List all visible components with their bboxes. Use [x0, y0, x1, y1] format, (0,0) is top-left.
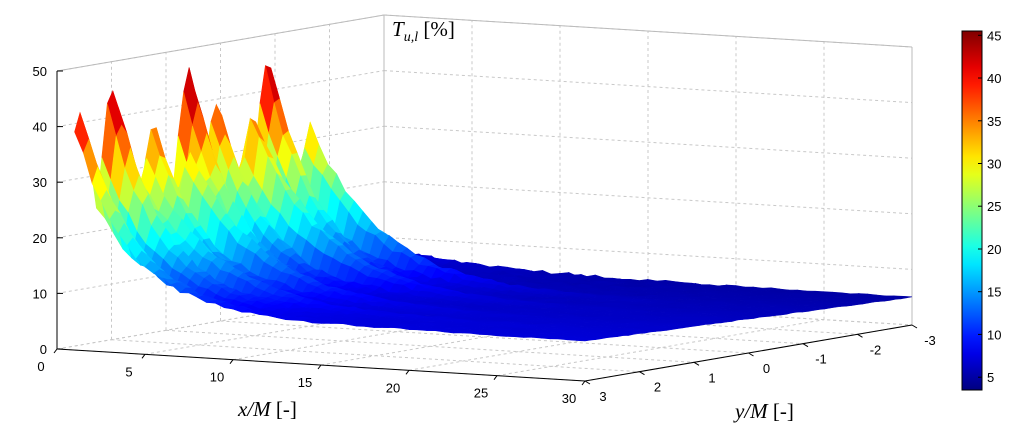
y-tick-mark [639, 371, 645, 376]
y-tick-mark [748, 352, 754, 357]
y-tick-mark [584, 380, 591, 385]
panel-edge [383, 14, 913, 48]
y-tick-label: -3 [924, 333, 936, 348]
x-tick-mark [405, 369, 410, 375]
colorbar-tick-label: 40 [987, 71, 1001, 86]
z-axis-label-main: T [392, 17, 405, 41]
colorbar-tick-label: 35 [987, 114, 1001, 129]
y-tick-mark [857, 333, 863, 338]
x-tick-label: 15 [298, 375, 312, 390]
surface [74, 65, 913, 342]
x-tick-mark [141, 353, 146, 359]
y-tick-label: 3 [599, 389, 606, 404]
x-tick-label: 5 [125, 364, 132, 379]
colorbar-tick-label: 10 [987, 327, 1001, 342]
y-tick-mark [693, 361, 700, 366]
y-tick-label: 1 [708, 370, 715, 385]
z-axis-label-unit: [%] [418, 17, 455, 41]
y-tick-label: -2 [870, 342, 882, 357]
x-axis-label: x/M [-] [237, 397, 297, 421]
z-axis-label: Tu,l [%] [392, 17, 455, 45]
z-axis-label-sub: u,l [404, 30, 419, 45]
y-tick-label: 2 [654, 380, 661, 395]
y-axis-label-main: y/M [733, 399, 769, 423]
surface-patch [576, 339, 591, 342]
x-tick-mark [229, 359, 234, 365]
z-tick-label: 0 [40, 342, 47, 357]
colorbar-tick-label: 25 [987, 199, 1001, 214]
y-tick-label: -1 [815, 352, 827, 367]
grid-line [383, 181, 913, 215]
x-axis-label-main: x/M [237, 397, 272, 421]
x-axis-label-unit: [-] [271, 397, 297, 421]
colorbar-gradient [961, 30, 983, 391]
panel-edge [56, 14, 385, 72]
grid-line [383, 70, 913, 104]
z-tick-label: 20 [33, 231, 47, 246]
x-tick-mark [53, 348, 58, 354]
colorbar-tick-label: 5 [987, 370, 994, 385]
x-tick-mark [317, 364, 322, 370]
colorbar-tick-label: 45 [987, 28, 1001, 43]
grid-line [383, 125, 913, 159]
grid-line [111, 339, 640, 373]
grid-line [165, 329, 695, 363]
colorbar: 5 10 15 20 25 30 35 40 45 [961, 28, 1001, 391]
colorbar-tick-label: 20 [987, 242, 1001, 257]
z-tick-label: 30 [33, 175, 47, 190]
y-axis-label-unit: [-] [768, 399, 794, 423]
grid-line [383, 236, 913, 270]
x-tick-mark [493, 375, 498, 381]
y-axis-label: y/M [-] [733, 399, 794, 423]
colorbar-tick-label: 30 [987, 157, 1001, 172]
x-tick-label: 20 [386, 380, 400, 395]
z-tick-label: 10 [33, 286, 47, 301]
y-tick-mark [802, 343, 809, 348]
colorbar-tick-label: 15 [987, 285, 1001, 300]
x-tick-label: 30 [562, 391, 576, 406]
y-tick-label: 0 [763, 361, 770, 376]
y-tick-mark [911, 324, 918, 329]
z-tick-label: 40 [33, 120, 47, 135]
grid-line [220, 320, 749, 354]
x-tick-label: 10 [210, 370, 224, 385]
x-tick-label: 25 [474, 386, 488, 401]
x-tick-mark [581, 380, 586, 386]
colorbar-ticks: 5 10 15 20 25 30 35 40 45 [978, 28, 1001, 385]
z-tick-label: 50 [33, 64, 47, 79]
x-tick-label: 0 [37, 359, 44, 374]
